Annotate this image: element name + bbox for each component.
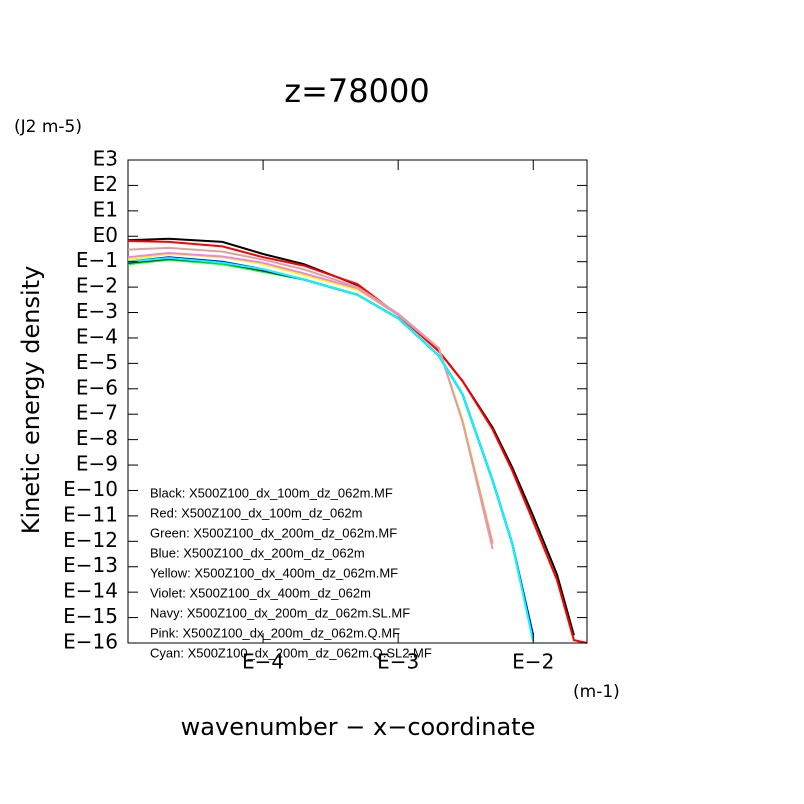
series-line [128,256,535,642]
legend-entry: Yellow: X500Z100_dx_400m_dz_062m.MF [150,565,398,580]
y-tick-label: E1 [93,197,118,221]
y-tick-label: E−13 [63,553,118,577]
y-tick-label: E−7 [76,401,118,425]
y-tick-label: E3 [93,147,118,171]
y-tick-label: E−15 [63,604,118,628]
legend-entry: Cyan: X500Z100_dx_200m_dz_062m.Q.SL2.MF [150,645,432,660]
x-tick-label: E−2 [512,650,554,674]
y-tick-label: E−9 [76,452,118,476]
y-unit: (J2 m-5) [14,117,82,137]
y-tick-label: E−1 [76,248,118,272]
legend-entry: Navy: X500Z100_dx_200m_dz_062m.SL.MF [150,605,410,620]
y-tick-label: E−5 [76,350,118,374]
legend-entry: Red: X500Z100_dx_100m_dz_062m [150,505,362,520]
y-tick-label: E2 [93,172,118,196]
plot-frame [127,159,588,644]
y-tick-label: E−16 [63,630,118,654]
y-tick-label: E−12 [63,528,118,552]
y-tick-label: E−11 [63,502,118,526]
lines [128,237,588,644]
y-tick-label: E0 [93,223,118,247]
y-tick-label: E−4 [76,324,118,348]
y-tick-label: E−14 [63,579,118,603]
y-tick-label: E−8 [76,426,118,450]
x-tick-label: E−3 [377,650,419,674]
y-tick-label: E−2 [76,274,118,298]
legend-entry: Black: X500Z100_dx_100m_dz_062m.MF [150,485,393,500]
y-tick-label: E−10 [63,477,118,501]
legend-entry: Pink: X500Z100_dx_200m_dz_062m.Q.MF [150,625,400,640]
legend-entry: Green: X500Z100_dx_200m_dz_062m.MF [150,525,397,540]
x-axis-title: wavenumber − x−coordinate [181,713,536,741]
legend-entry: Violet: X500Z100_dx_400m_dz_062m [150,585,371,600]
y-axis-title: Kinetic energy density [17,266,45,535]
series-line [128,246,494,550]
y-tick-label: E−3 [76,299,118,323]
chart-title: z=78000 [284,72,429,110]
legend-entry: Blue: X500Z100_dx_200m_dz_062m [150,545,365,560]
x-tick-label: E−4 [242,650,284,674]
y-tick-label: E−6 [76,375,118,399]
x-unit: (m-1) [573,682,620,702]
